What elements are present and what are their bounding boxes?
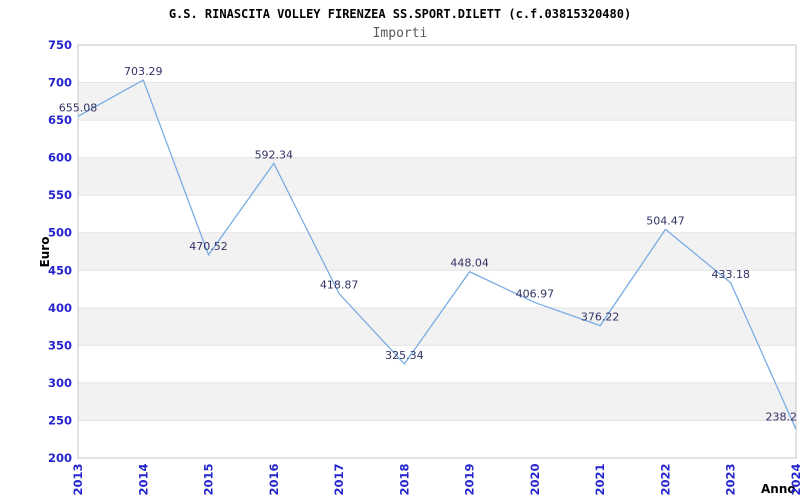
point-label: 433.18 xyxy=(711,268,750,281)
point-label: 504.47 xyxy=(646,214,685,227)
x-tick-label: 2022 xyxy=(658,463,672,495)
x-tick-label: 2024 xyxy=(789,463,800,495)
x-tick-label: 2020 xyxy=(528,463,542,495)
x-tick-label: 2017 xyxy=(332,463,346,495)
point-label: 418.87 xyxy=(320,279,359,292)
plot-border xyxy=(77,44,797,459)
data-line xyxy=(77,79,797,430)
x-tick-label: 2019 xyxy=(463,463,477,495)
point-label: 592.34 xyxy=(255,148,294,161)
x-tick-label: 2016 xyxy=(267,463,281,495)
y-tick-label: 550 xyxy=(48,188,72,202)
chart-title: G.S. RINASCITA VOLLEY FIRENZEA SS.SPORT.… xyxy=(168,7,632,21)
y-tick-label: 750 xyxy=(48,38,72,52)
x-tick-label: 2018 xyxy=(397,463,411,495)
y-tick-label: 350 xyxy=(48,338,72,352)
x-tick-label: 2013 xyxy=(71,463,85,495)
x-tick-label: 2014 xyxy=(136,463,150,495)
point-label: 470.52 xyxy=(189,240,228,253)
x-tick-label: 2015 xyxy=(202,463,216,495)
x-axis-title: Anno xyxy=(761,482,796,496)
y-tick-label: 600 xyxy=(48,151,72,165)
chart-subtitle: Importi xyxy=(372,26,428,41)
y-tick-label: 450 xyxy=(48,263,72,277)
plot-band xyxy=(78,82,796,121)
point-label: 238.2 xyxy=(766,410,798,423)
point-label: 448.04 xyxy=(450,257,489,270)
plot-band xyxy=(78,232,796,271)
point-label: 325.34 xyxy=(385,349,424,362)
y-tick-label: 250 xyxy=(48,413,72,427)
point-label: 406.97 xyxy=(516,288,555,301)
y-tick-label: 650 xyxy=(48,113,72,127)
plot-band xyxy=(78,307,796,346)
y-tick-label: 200 xyxy=(48,451,72,465)
y-tick-label: 300 xyxy=(48,376,72,390)
point-label: 376.22 xyxy=(581,311,620,324)
x-tick-label: 2023 xyxy=(724,463,738,495)
y-tick-label: 500 xyxy=(48,226,72,240)
y-tick-label: 400 xyxy=(48,301,72,315)
plot-band xyxy=(78,382,796,421)
point-label: 655.08 xyxy=(59,101,98,114)
y-tick-label: 700 xyxy=(48,76,72,90)
x-tick-label: 2021 xyxy=(593,463,607,495)
plot-band xyxy=(78,157,796,196)
point-label: 703.29 xyxy=(124,65,163,78)
